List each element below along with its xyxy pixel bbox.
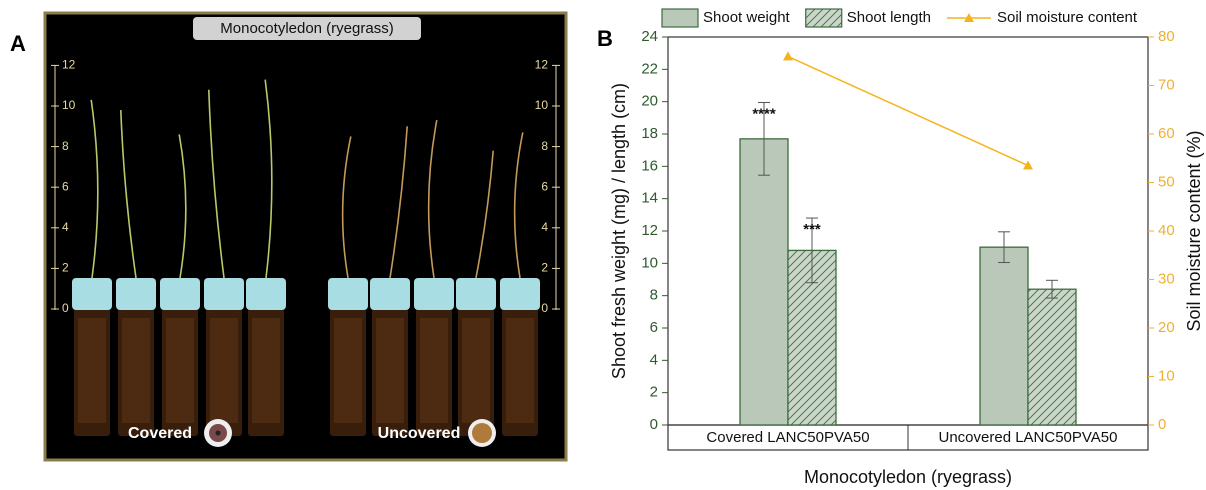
y-axis-title: Shoot fresh weight (mg) / length (cm): [609, 83, 629, 379]
y-tick-label: 4: [650, 351, 658, 368]
grass-blade: [90, 99, 99, 279]
vial-soil: [166, 318, 194, 423]
y-tick-label: 20: [641, 93, 658, 110]
y-tick-label: 6: [650, 319, 658, 336]
legend-marker: [963, 13, 974, 22]
marker: [1023, 160, 1033, 170]
photo-title: Monocotyledon (ryegrass): [220, 20, 393, 37]
legend-swatch: [661, 8, 699, 28]
grass-blade: [178, 134, 187, 279]
legend-label: Soil moisture content: [997, 9, 1138, 26]
y-tick-label: 24: [641, 28, 658, 45]
y-tick-label: 8: [650, 287, 658, 304]
grass-blade: [475, 150, 494, 279]
ruler-label: 0: [541, 301, 548, 315]
vial-cap: [500, 278, 540, 310]
y-tick-label: 18: [641, 125, 658, 142]
photo-title-box: [193, 17, 421, 40]
bar: [979, 246, 1029, 426]
vial-soil: [334, 318, 362, 423]
grass-blade: [427, 120, 438, 279]
vial-cap: [456, 278, 496, 310]
line: [787, 55, 1029, 167]
y-tick-label: 16: [641, 157, 658, 174]
vial-cap: [204, 278, 244, 310]
ruler-label: 6: [62, 179, 69, 193]
ruler-label: 4: [62, 220, 69, 234]
ruler-label: 2: [62, 261, 69, 275]
grass-blade: [208, 89, 225, 279]
y-tick-label: 12: [641, 222, 658, 239]
vial-cap: [72, 278, 112, 310]
y-tick-label: 10: [641, 254, 658, 271]
grass-blade: [389, 126, 408, 279]
vial-soil: [78, 318, 106, 423]
y-tick-label: 14: [641, 190, 658, 207]
vial-cap: [116, 278, 156, 310]
vial-cap: [414, 278, 454, 310]
y2-tick-label: 80: [1158, 28, 1175, 45]
panel-label: B: [597, 26, 613, 51]
photo-label: Uncovered: [378, 425, 461, 442]
vial-cap: [160, 278, 200, 310]
vial-soil: [376, 318, 404, 423]
vial-cap: [328, 278, 368, 310]
y2-tick-label: 10: [1158, 367, 1175, 384]
ruler-label: 8: [541, 139, 548, 153]
marker: [783, 51, 793, 61]
grass-blade: [120, 110, 137, 279]
y2-tick-label: 50: [1158, 173, 1175, 190]
vial-soil: [252, 318, 280, 423]
legend-swatch: [805, 8, 843, 28]
bar: [1027, 288, 1077, 426]
y-tick-label: 22: [641, 60, 658, 77]
significance-label: ****: [752, 105, 776, 122]
icon: [215, 430, 221, 436]
vial-soil: [122, 318, 150, 423]
grass-blade: [513, 132, 524, 279]
grass-blade: [264, 79, 273, 279]
error-bar: [806, 217, 818, 284]
y2-tick-label: 60: [1158, 125, 1175, 142]
error-bar: [1046, 279, 1058, 299]
y2-tick-label: 40: [1158, 222, 1175, 239]
error-bar: [758, 101, 770, 176]
panel-label: A: [10, 31, 26, 56]
vial-soil: [210, 318, 238, 423]
x-tick-label: Covered LANC50PVA50: [706, 429, 869, 446]
x-axis-title: Monocotyledon (ryegrass): [804, 467, 1012, 487]
bar: [739, 138, 789, 426]
y-tick-label: 0: [650, 416, 658, 433]
vial-soil: [462, 318, 490, 423]
y2-axis-title: Soil moisture content (%): [1184, 130, 1204, 331]
ruler-label: 6: [541, 179, 548, 193]
ruler-label: 10: [535, 98, 549, 112]
y-tick-label: 2: [650, 384, 658, 401]
legend-label: Shoot weight: [703, 9, 791, 26]
ruler-label: 12: [62, 58, 76, 72]
significance-label: ***: [803, 221, 821, 238]
vial-cap: [370, 278, 410, 310]
photo-label: Covered: [128, 425, 192, 442]
ruler-label: 2: [541, 261, 548, 275]
vial-soil: [420, 318, 448, 423]
y2-tick-label: 70: [1158, 76, 1175, 93]
legend-label: Shoot length: [847, 9, 931, 26]
grass-blade: [341, 136, 352, 279]
y2-tick-label: 30: [1158, 270, 1175, 287]
photo: 0 2 4 6 8 10 12 0 2 4 6 8 10 12: [51, 58, 560, 436]
vial-soil: [506, 318, 534, 423]
ruler-label: 0: [62, 301, 69, 315]
ruler-label: 12: [535, 58, 549, 72]
vial-cap: [246, 278, 286, 310]
y2-tick-label: 20: [1158, 319, 1175, 336]
ruler-label: 10: [62, 98, 76, 112]
icon: [472, 423, 492, 443]
ruler-label: 4: [541, 220, 548, 234]
error-bar: [998, 231, 1010, 264]
x-tick-label: Uncovered LANC50PVA50: [939, 429, 1118, 446]
ruler-label: 8: [62, 139, 69, 153]
y2-tick-label: 0: [1158, 416, 1166, 433]
